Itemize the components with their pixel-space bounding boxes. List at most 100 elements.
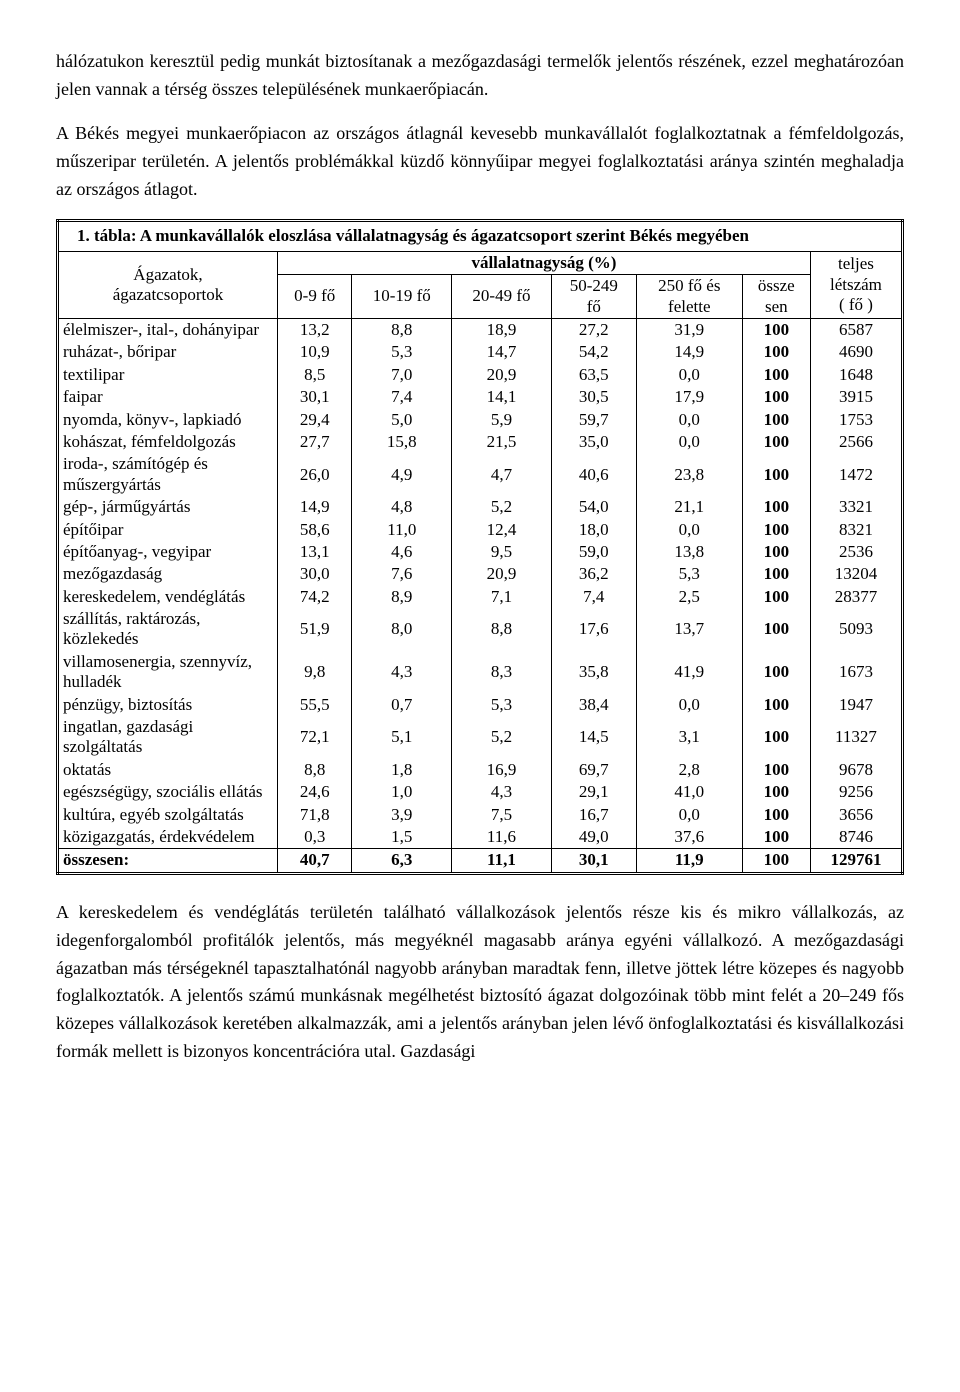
table-row: iroda-, számítógép és műszergyártás26,04… (58, 453, 903, 496)
cell: 13,1 (278, 541, 352, 563)
cell: 0,7 (352, 694, 452, 716)
row-label: kultúra, egyéb szolgáltatás (58, 804, 278, 826)
cell: 5093 (810, 608, 902, 651)
cell: 100 (742, 519, 810, 541)
cell: 29,4 (278, 409, 352, 431)
table-row: kohászat, fémfeldolgozás27,715,821,535,0… (58, 431, 903, 453)
cell: 100 (742, 759, 810, 781)
cell: 41,9 (636, 651, 742, 694)
cell: 55,5 (278, 694, 352, 716)
cell: 36,2 (551, 563, 636, 585)
col-header-5-l2: felette (668, 297, 710, 316)
row-label: szállítás, raktározás, közlekedés (58, 608, 278, 651)
cell: 17,6 (551, 608, 636, 651)
cell: 0,0 (636, 519, 742, 541)
cell: 0,0 (636, 409, 742, 431)
cell: 0,0 (636, 804, 742, 826)
row-label: ruházat-, bőripar (58, 341, 278, 363)
table-row: ingatlan, gazdasági szolgáltatás72,15,15… (58, 716, 903, 759)
col-header-6-l2: sen (765, 297, 788, 316)
cell: 59,7 (551, 409, 636, 431)
cell: 100 (742, 319, 810, 342)
cell: 8,9 (352, 586, 452, 608)
cell: 31,9 (636, 319, 742, 342)
row-label: építőanyag-, vegyipar (58, 541, 278, 563)
row-label: gép-, járműgyártás (58, 496, 278, 518)
cell: 4,3 (352, 651, 452, 694)
table-1: 1. tábla: A munkavállalók eloszlása váll… (56, 219, 904, 874)
row-label: oktatás (58, 759, 278, 781)
cell: 8321 (810, 519, 902, 541)
cell: 69,7 (551, 759, 636, 781)
cell: 10,9 (278, 341, 352, 363)
row-label: ingatlan, gazdasági szolgáltatás (58, 716, 278, 759)
cell: 54,2 (551, 341, 636, 363)
cell: 21,5 (452, 431, 552, 453)
table-row: építőipar58,611,012,418,00,01008321 (58, 519, 903, 541)
cell: 129761 (810, 849, 902, 873)
col-header-total: teljes létszám ( fő ) (810, 251, 902, 318)
cell: 5,0 (352, 409, 452, 431)
cell: 35,0 (551, 431, 636, 453)
cell: 2,8 (636, 759, 742, 781)
cell: 4,3 (452, 781, 552, 803)
cell: 11,6 (452, 826, 552, 849)
cell: 1753 (810, 409, 902, 431)
table-1-wrap: 1. tábla: A munkavállalók eloszlása váll… (56, 219, 904, 874)
col-header-total-l3: ( fő ) (839, 295, 873, 314)
col-header-4-l1: 50-249 (570, 276, 618, 295)
cell: 100 (742, 386, 810, 408)
table-row: nyomda, könyv-, lapkiadó29,45,05,959,70,… (58, 409, 903, 431)
cell: 9,8 (278, 651, 352, 694)
cell: 7,5 (452, 804, 552, 826)
cell: 5,3 (352, 341, 452, 363)
cell: 20,9 (452, 364, 552, 386)
cell: 100 (742, 364, 810, 386)
table-caption: 1. tábla: A munkavállalók eloszlása váll… (58, 221, 903, 251)
cell: 21,1 (636, 496, 742, 518)
table-row: villamosenergia, szennyvíz, hulladék9,84… (58, 651, 903, 694)
cell: 0,0 (636, 364, 742, 386)
cell: 3915 (810, 386, 902, 408)
row-label: mezőgazdaság (58, 563, 278, 585)
cell: 30,1 (551, 849, 636, 873)
table-row: szállítás, raktározás, közlekedés51,98,0… (58, 608, 903, 651)
cell: 7,6 (352, 563, 452, 585)
row-label: nyomda, könyv-, lapkiadó (58, 409, 278, 431)
cell: 3656 (810, 804, 902, 826)
cell: 100 (742, 453, 810, 496)
cell: 11,1 (452, 849, 552, 873)
cell: 0,3 (278, 826, 352, 849)
cell: 8,8 (278, 759, 352, 781)
cell: 71,8 (278, 804, 352, 826)
table-row: élelmiszer-, ital-, dohányipar13,28,818,… (58, 319, 903, 342)
row-label: kereskedelem, vendéglátás (58, 586, 278, 608)
cell: 100 (742, 716, 810, 759)
cell: 13,2 (278, 319, 352, 342)
cell: 100 (742, 781, 810, 803)
row-label: pénzügy, biztosítás (58, 694, 278, 716)
cell: 0,0 (636, 431, 742, 453)
cell: 100 (742, 563, 810, 585)
cell: 9256 (810, 781, 902, 803)
cell: 13,8 (636, 541, 742, 563)
cell: 3,1 (636, 716, 742, 759)
cell: 8746 (810, 826, 902, 849)
paragraph-2: A Békés megyei munkaerőpiacon az országo… (56, 120, 904, 204)
cell: 100 (742, 431, 810, 453)
col-header-4-l2: fő (587, 297, 601, 316)
cell: 100 (742, 541, 810, 563)
paragraph-1: hálózatukon keresztül pedig munkát bizto… (56, 48, 904, 104)
cell: 3,9 (352, 804, 452, 826)
row-label: egészségügy, szociális ellátás (58, 781, 278, 803)
cell: 5,1 (352, 716, 452, 759)
col-header-6-l1: össze (758, 276, 795, 295)
cell: 20,9 (452, 563, 552, 585)
col-header-1: 0-9 fő (278, 275, 352, 319)
table-row: oktatás8,81,816,969,72,81009678 (58, 759, 903, 781)
cell: 1947 (810, 694, 902, 716)
cell: 100 (742, 651, 810, 694)
table-row: egészségügy, szociális ellátás24,61,04,3… (58, 781, 903, 803)
cell: 9,5 (452, 541, 552, 563)
col-header-label: Ágazatok, ágazatcsoportok (58, 251, 278, 318)
